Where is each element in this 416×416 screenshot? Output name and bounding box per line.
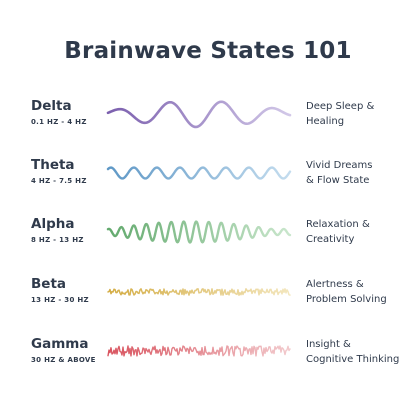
wave-name: Gamma bbox=[31, 336, 89, 352]
beta-wave-line bbox=[107, 288, 291, 296]
wave-row-delta: Delta 0.1 HZ - 4 HZ Deep Sleep & Healing bbox=[0, 98, 416, 148]
wave-row-gamma: Gamma 30 HZ & ABOVE Insight & Cognitive … bbox=[0, 336, 416, 386]
wave-description: Alertness & Problem Solving bbox=[306, 277, 412, 307]
wave-description: Relaxation & Creativity bbox=[306, 217, 412, 247]
description-line: Relaxation & bbox=[306, 219, 370, 230]
alpha-wave-line bbox=[106, 220, 292, 244]
wave-name: Alpha bbox=[31, 216, 75, 232]
description-line: Problem Solving bbox=[306, 294, 387, 305]
wave-row-beta: Beta 13 HZ - 30 HZ Alertness & Problem S… bbox=[0, 276, 416, 326]
wave-name: Beta bbox=[31, 276, 67, 292]
wave-row-theta: Theta 4 HZ - 7.5 HZ Vivid Dreams & Flow … bbox=[0, 157, 416, 207]
description-line: & Flow State bbox=[306, 175, 370, 186]
description-line: Deep Sleep & bbox=[306, 101, 375, 112]
page-title: Brainwave States 101 bbox=[64, 38, 352, 64]
wave-description: Insight & Cognitive Thinking bbox=[306, 337, 412, 367]
wave-name: Delta bbox=[31, 98, 72, 114]
wave-frequency-range: 13 HZ - 30 HZ bbox=[31, 296, 89, 304]
wave-frequency-range: 4 HZ - 7.5 HZ bbox=[31, 177, 87, 185]
wave-row-alpha: Alpha 8 HZ - 13 HZ Relaxation & Creativi… bbox=[0, 216, 416, 266]
theta-waveform bbox=[106, 166, 292, 180]
delta-wave-line bbox=[106, 100, 292, 129]
description-line: Insight & bbox=[306, 339, 351, 350]
description-line: Creativity bbox=[306, 234, 355, 245]
delta-waveform bbox=[106, 100, 292, 129]
alpha-waveform bbox=[106, 220, 292, 244]
gamma-wave-line bbox=[107, 345, 291, 357]
description-line: Alertness & bbox=[306, 279, 364, 290]
wave-frequency-range: 30 HZ & ABOVE bbox=[31, 356, 96, 364]
wave-description: Deep Sleep & Healing bbox=[306, 99, 412, 129]
beta-waveform bbox=[107, 288, 291, 296]
wave-name: Theta bbox=[31, 157, 75, 173]
wave-frequency-range: 0.1 HZ - 4 HZ bbox=[31, 118, 87, 126]
theta-wave-line bbox=[106, 166, 292, 180]
wave-frequency-range: 8 HZ - 13 HZ bbox=[31, 236, 84, 244]
description-line: Cognitive Thinking bbox=[306, 354, 400, 365]
description-line: Healing bbox=[306, 116, 345, 127]
wave-description: Vivid Dreams & Flow State bbox=[306, 158, 412, 188]
description-line: Vivid Dreams bbox=[306, 160, 373, 171]
gamma-waveform bbox=[107, 345, 291, 357]
